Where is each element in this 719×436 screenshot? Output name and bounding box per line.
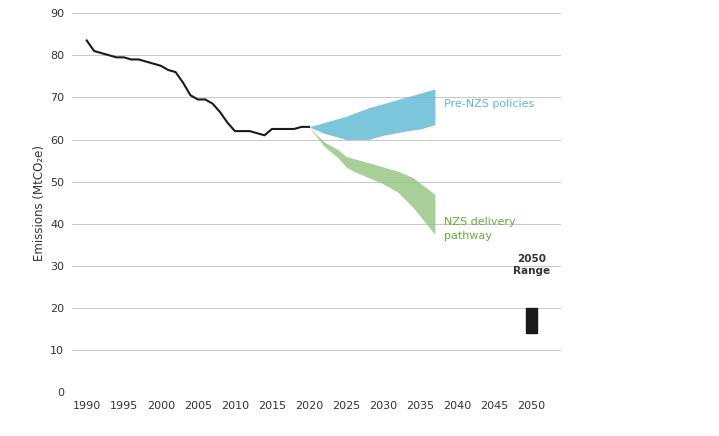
Y-axis label: Emissions (MtCO₂e): Emissions (MtCO₂e) [33, 145, 46, 261]
Text: 2050
Range: 2050 Range [513, 254, 550, 276]
Text: Pre-NZS policies: Pre-NZS policies [444, 99, 534, 109]
Bar [526, 308, 537, 334]
Text: NZS delivery
pathway: NZS delivery pathway [444, 218, 516, 241]
